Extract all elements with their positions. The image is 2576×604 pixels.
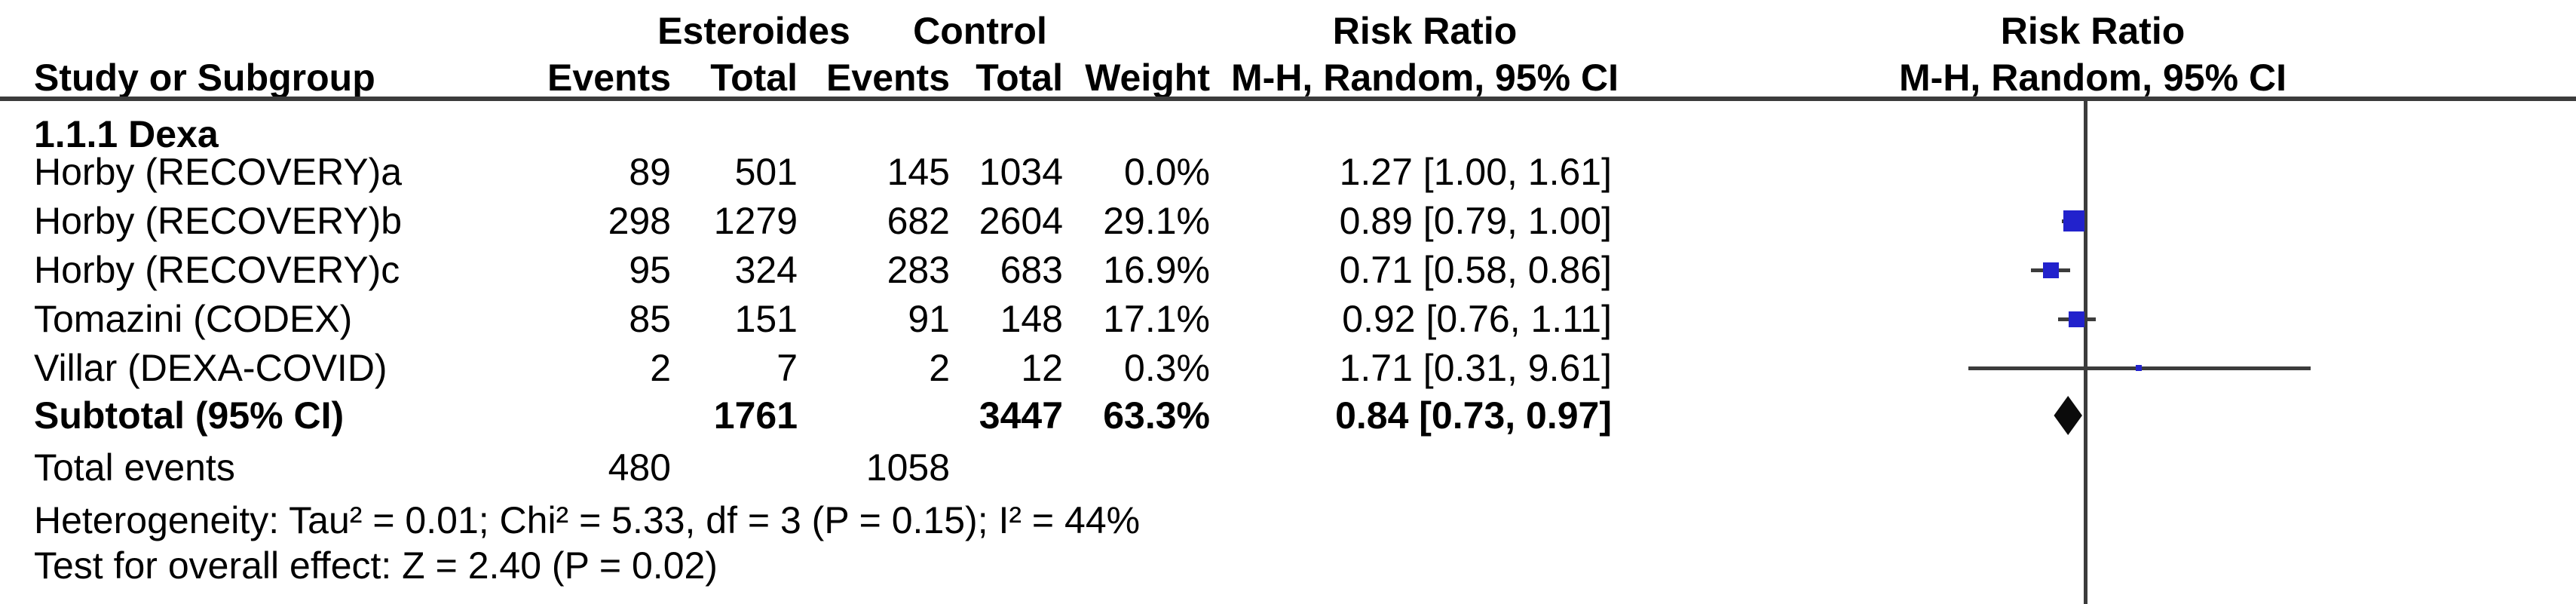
study-name: Villar (DEXA-COVID) <box>34 347 387 389</box>
study-name: Horby (RECOVERY)c <box>34 249 400 291</box>
study-events-control: 283 <box>887 249 950 291</box>
study-events-esteroides: 298 <box>608 200 671 242</box>
risk-ratio-header-left: Risk Ratio <box>1332 10 1518 52</box>
study-weight: 16.9% <box>1103 249 1210 291</box>
study-ci-value: 1.71 [0.31, 9.61] <box>1339 347 1612 389</box>
heterogeneity-stats: Heterogeneity: Tau² = 0.01; Chi² = 5.33,… <box>34 499 1141 541</box>
study-weight: 17.1% <box>1103 298 1210 340</box>
subtotal-total-esteroides: 1761 <box>713 394 798 437</box>
null-effect-axis-line <box>2084 101 2087 604</box>
column-header-events-esteroides: Events <box>547 57 671 99</box>
study-weight: 29.1% <box>1103 200 1210 242</box>
study-name: Horby (RECOVERY)b <box>34 200 403 242</box>
study-total-esteroides: 7 <box>776 347 798 389</box>
subtotal-ci-value: 0.84 [0.73, 0.97] <box>1335 394 1612 437</box>
study-name: Tomazini (CODEX) <box>34 298 353 340</box>
study-ci-value: 1.27 [1.00, 1.61] <box>1339 151 1612 193</box>
group-header-esteroides: Esteroides <box>657 10 850 52</box>
study-weight: 0.3% <box>1124 347 1210 389</box>
study-total-control: 2604 <box>979 200 1063 242</box>
study-weight: 0.0% <box>1124 151 1210 193</box>
study-events-esteroides: 89 <box>629 151 671 193</box>
study-name: Horby (RECOVERY)a <box>34 151 403 193</box>
effect-square-3 <box>2043 262 2059 278</box>
study-total-esteroides: 324 <box>734 249 798 291</box>
study-total-control: 683 <box>1000 249 1063 291</box>
total-events-label: Total events <box>34 446 235 489</box>
overall-effect-test: Test for overall effect: Z = 2.40 (P = 0… <box>34 544 718 587</box>
study-events-esteroides: 95 <box>629 249 671 291</box>
study-events-control: 91 <box>908 298 950 340</box>
column-header-total-esteroides: Total <box>710 57 798 99</box>
study-total-control: 1034 <box>979 151 1063 193</box>
column-header-ci-right: M-H, Random, 95% CI <box>1899 57 2287 99</box>
column-header-ci-left: M-H, Random, 95% CI <box>1231 57 1619 99</box>
study-total-esteroides: 151 <box>734 298 798 340</box>
study-events-control: 2 <box>929 347 950 389</box>
total-events-control: 1058 <box>865 446 950 489</box>
study-ci-value: 0.89 [0.79, 1.00] <box>1339 200 1612 242</box>
effect-square-4 <box>2069 311 2084 327</box>
study-total-esteroides: 501 <box>734 151 798 193</box>
total-events-esteroides: 480 <box>608 446 671 489</box>
pooled-diamond <box>2054 396 2082 435</box>
effect-square-5 <box>2136 365 2142 371</box>
column-header-study: Study or Subgroup <box>34 57 375 99</box>
subgroup-label: 1.1.1 Dexa <box>34 113 219 155</box>
column-header-total-control: Total <box>976 57 1063 99</box>
study-ci-value: 0.71 [0.58, 0.86] <box>1339 249 1612 291</box>
study-total-control: 12 <box>1021 347 1063 389</box>
risk-ratio-header-right: Risk Ratio <box>2000 10 2185 52</box>
group-header-control: Control <box>913 10 1047 52</box>
effect-square-2 <box>2063 210 2084 231</box>
subtotal-total-control: 3447 <box>979 394 1063 437</box>
subtotal-label: Subtotal (95% CI) <box>34 394 345 437</box>
study-total-control: 148 <box>1000 298 1063 340</box>
study-events-control: 682 <box>887 200 950 242</box>
subtotal-weight: 63.3% <box>1103 394 1210 437</box>
study-events-control: 145 <box>887 151 950 193</box>
column-header-weight: Weight <box>1085 57 1210 99</box>
column-header-events-control: Events <box>826 57 950 99</box>
study-events-esteroides: 85 <box>629 298 671 340</box>
study-total-esteroides: 1279 <box>713 200 798 242</box>
study-events-esteroides: 2 <box>650 347 671 389</box>
header-divider-rule <box>0 97 2576 101</box>
study-ci-value: 0.92 [0.76, 1.11] <box>1342 298 1612 340</box>
